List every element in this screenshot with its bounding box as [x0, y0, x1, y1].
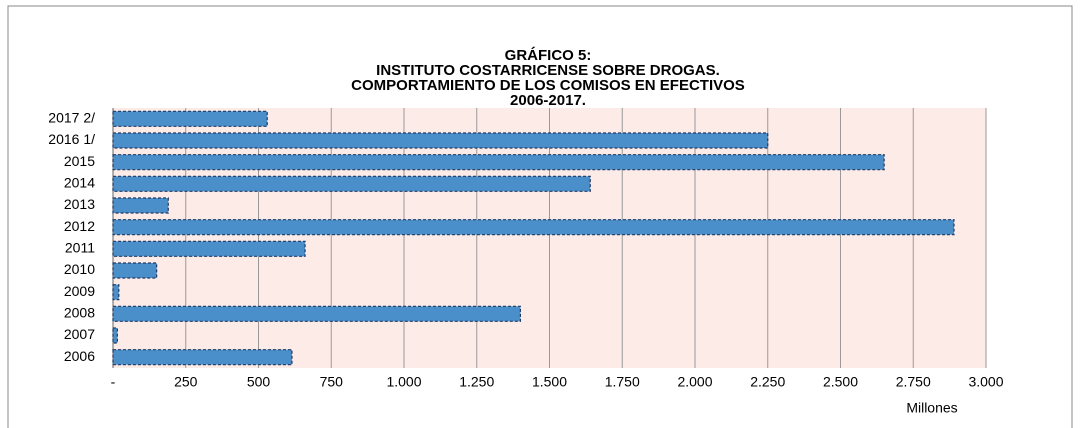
bar: [112, 349, 293, 366]
x-tick-label: 2.750: [896, 374, 931, 390]
bar: [112, 240, 306, 257]
chart-title: COMPORTAMIENTO DE LOS COMISOS EN EFECTIV…: [351, 77, 745, 94]
y-tick-label: 2006: [64, 348, 95, 364]
y-tick-label: 2008: [64, 305, 95, 321]
bar: [112, 219, 955, 236]
y-tick-label: 2011: [65, 240, 95, 256]
x-tick-label: 250: [174, 374, 198, 390]
x-tick-label: 1.250: [459, 374, 494, 390]
y-tick-label: 2014: [64, 175, 95, 191]
frame: [7, 5, 1073, 428]
y-tick-label: 2016 1/: [48, 131, 95, 147]
y-tick-label: 2010: [64, 261, 95, 277]
bar: [112, 197, 169, 214]
x-tick-label: 2.500: [823, 374, 858, 390]
bar: [112, 154, 885, 171]
x-tick-label: 1.500: [532, 374, 567, 390]
bar: [112, 110, 268, 127]
x-tick-label: 2.250: [750, 374, 785, 390]
x-tick-label: 750: [320, 374, 344, 390]
chart-title: 2006-2017.: [510, 92, 586, 109]
chart-title: GRÁFICO 5:: [505, 47, 592, 64]
x-tick-label: 500: [247, 374, 271, 390]
y-tick-label: 2017 2/: [48, 110, 95, 126]
y-tick-label: 2007: [64, 326, 95, 342]
x-tick-label: 2.000: [677, 374, 712, 390]
bar: [112, 175, 591, 192]
y-tick-label: 2013: [64, 196, 95, 212]
y-tick-label: 2012: [64, 218, 95, 234]
bar: [112, 327, 118, 344]
x-tick-label: 1.000: [386, 374, 421, 390]
chart-title: INSTITUTO COSTARRICENSE SOBRE DROGAS.: [376, 62, 720, 79]
y-tick-label: 2009: [64, 283, 95, 299]
x-tick-label: 1.750: [605, 374, 640, 390]
y-tick-label: 2015: [64, 153, 95, 169]
bar: [112, 132, 769, 149]
x-tick-label: -: [111, 374, 116, 390]
bar: [112, 284, 120, 301]
bar: [112, 262, 158, 279]
x-axis-label: Millones: [906, 400, 957, 416]
bar: [112, 305, 521, 322]
x-tick-label: 3.000: [968, 374, 1003, 390]
